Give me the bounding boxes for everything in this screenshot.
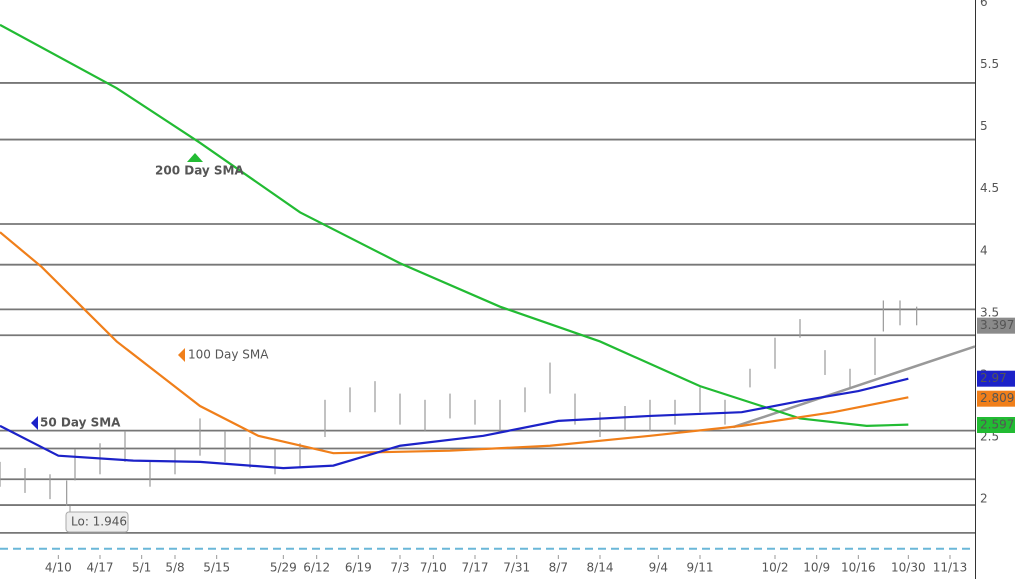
x-tick-label: 10/2 [762, 561, 789, 575]
x-tick-label: 5/1 [132, 561, 151, 575]
sma-annotation: 100 Day SMA [188, 348, 269, 362]
x-tick-label: 5/15 [203, 561, 230, 575]
sma-annotation: 50 Day SMA [40, 416, 121, 430]
value-badge [977, 370, 1015, 387]
value-badge-label: 2.809 [980, 391, 1014, 405]
x-tick-label: 4/17 [87, 561, 114, 575]
y-tick-label: 5.5 [980, 57, 999, 71]
x-tick-label: 7/3 [390, 561, 409, 575]
x-tick-label: 10/16 [841, 561, 876, 575]
x-tick-label: 9/4 [649, 561, 668, 575]
x-tick-label: 5/8 [165, 561, 184, 575]
marker-left [31, 416, 38, 430]
x-tick-label: 10/9 [803, 561, 830, 575]
value-badge [977, 417, 1015, 434]
sma-annotation: 200 Day SMA [155, 164, 245, 178]
trendline [732, 345, 976, 429]
value-badge-label: 2.97 [980, 371, 1007, 385]
value-badge [977, 317, 1015, 334]
x-tick-label: 11/13 [933, 561, 968, 575]
x-tick-label: 6/12 [303, 561, 330, 575]
sma-line [0, 377, 909, 470]
x-tick-label: 9/11 [687, 561, 714, 575]
value-badge [977, 390, 1015, 407]
x-tick-label: 7/31 [503, 561, 530, 575]
low-box [65, 511, 129, 533]
low-note: Lo: 1.946 [71, 515, 127, 529]
y-tick-label: 4.5 [980, 181, 999, 195]
x-tick-label: 10/30 [891, 561, 926, 575]
y-tick-label: 6 [980, 0, 988, 9]
y-tick-label: 4 [980, 243, 988, 257]
marker-up [187, 153, 203, 162]
x-tick-label: 5/29 [270, 561, 297, 575]
value-badge-label: 3.397 [980, 318, 1014, 332]
x-tick-label: 7/10 [420, 561, 447, 575]
x-tick-label: 4/10 [45, 561, 72, 575]
sma-line [0, 231, 909, 455]
x-tick-label: 6/19 [345, 561, 372, 575]
x-tick-label: 8/7 [549, 561, 568, 575]
marker-left [178, 348, 185, 362]
y-tick-label: 2.5 [980, 430, 999, 444]
x-tick-label: 8/14 [587, 561, 614, 575]
value-badge-label: 2.597 [980, 418, 1014, 432]
sma-line [0, 23, 909, 427]
x-tick-label: 7/17 [462, 561, 489, 575]
y-tick-label: 5 [980, 119, 988, 133]
y-tick-label: 3.5 [980, 305, 999, 319]
y-tick-label: 2 [980, 492, 988, 506]
